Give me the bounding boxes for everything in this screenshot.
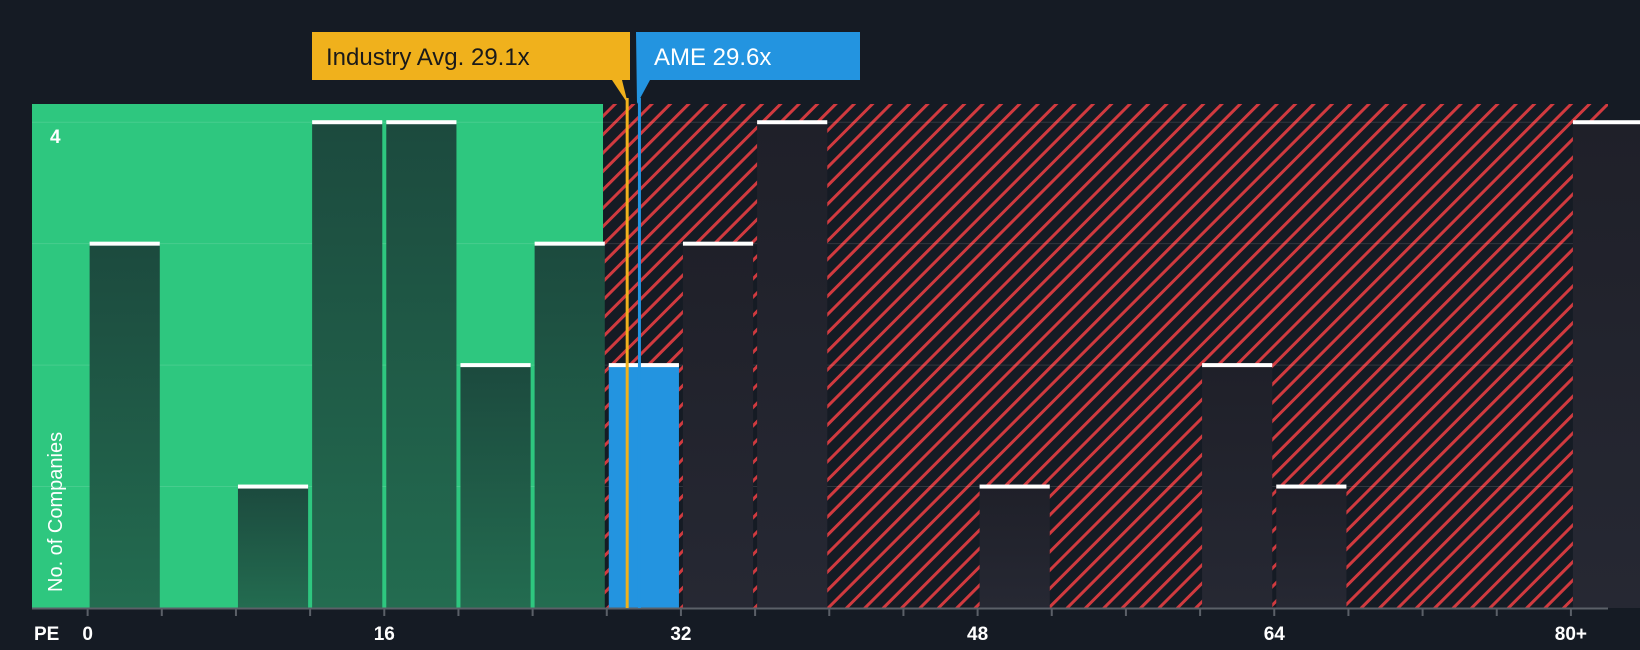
histogram-bar xyxy=(1276,486,1347,608)
x-tick-label: 0 xyxy=(82,624,93,645)
x-tick-label: 48 xyxy=(967,624,988,645)
bar-cap xyxy=(89,241,160,246)
histogram-bar xyxy=(460,365,531,608)
bar-cap xyxy=(979,484,1050,489)
industry-avg-callout xyxy=(312,32,630,104)
histogram-bar xyxy=(608,365,679,608)
bar-cap xyxy=(1276,484,1347,489)
histogram-bar xyxy=(534,243,605,608)
bar-cap xyxy=(608,363,679,368)
bar-cap xyxy=(1572,120,1640,125)
histogram-bar xyxy=(1202,365,1273,608)
x-axis-title: PE xyxy=(34,624,59,645)
x-tick-label: 32 xyxy=(670,624,691,645)
company-label: AME 29.6x xyxy=(654,44,771,71)
histogram-bar xyxy=(312,122,383,609)
bar-cap xyxy=(682,241,754,246)
bar-cap xyxy=(460,363,531,368)
bars xyxy=(89,120,1640,609)
histogram-bar xyxy=(386,122,457,609)
x-ticks xyxy=(86,608,1572,616)
histogram-bar xyxy=(757,122,828,609)
histogram-bar xyxy=(682,243,754,608)
histogram-bar xyxy=(1572,122,1640,609)
histogram-bar xyxy=(89,243,160,608)
bar-cap xyxy=(757,120,828,125)
histogram-bar xyxy=(237,486,309,608)
overvalued-region xyxy=(603,104,1608,608)
y-tick-label-4: 4 xyxy=(50,127,61,148)
x-tick-label: 64 xyxy=(1264,624,1286,645)
x-tick-label: 80+ xyxy=(1555,624,1587,645)
company-callout xyxy=(636,32,860,104)
x-tick-label: 16 xyxy=(374,624,395,645)
histogram-bar xyxy=(979,486,1050,608)
bar-cap xyxy=(237,484,309,489)
x-tick-labels: 0 16 32 48 64 80+ xyxy=(82,624,1587,645)
y-axis-title: No. of Companies xyxy=(45,432,67,592)
bar-cap xyxy=(386,120,457,125)
bar-cap xyxy=(534,241,605,246)
bar-cap xyxy=(312,120,383,125)
industry-avg-label: Industry Avg. 29.1x xyxy=(326,44,530,71)
bar-cap xyxy=(1202,363,1273,368)
